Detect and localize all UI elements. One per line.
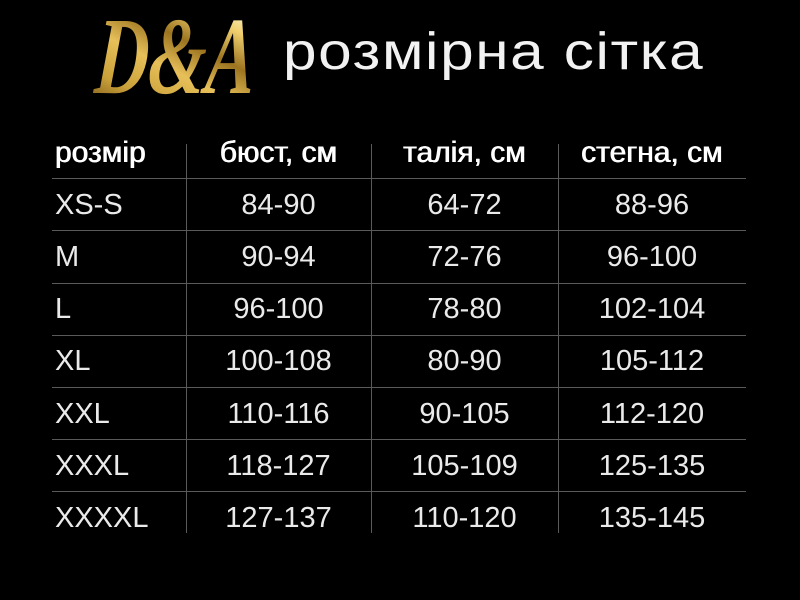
svg-text:D&A: D&A xyxy=(91,0,260,118)
